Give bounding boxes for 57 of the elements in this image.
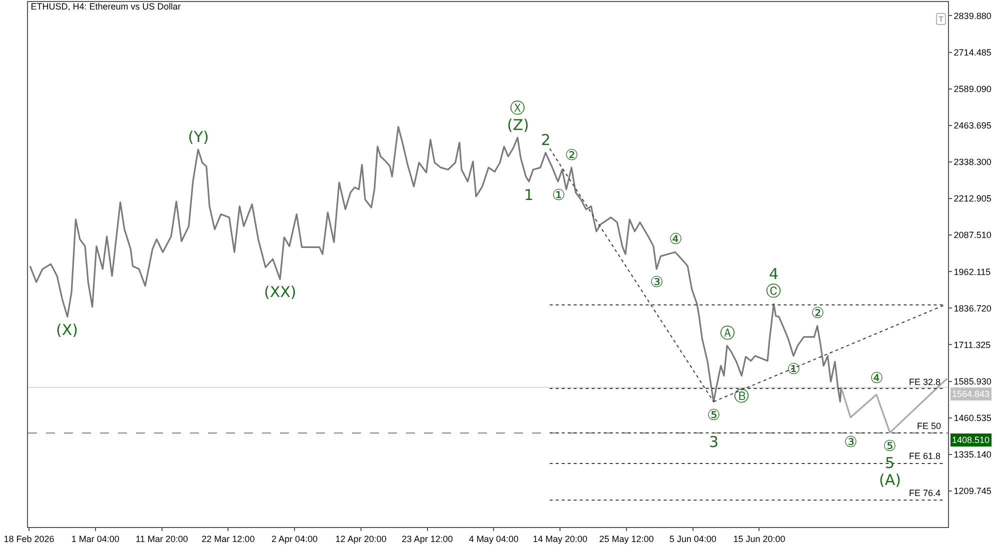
y-tick-label: 1585.930 xyxy=(954,376,992,386)
annotation: ④ xyxy=(870,369,884,387)
annotation: 1 xyxy=(524,186,534,204)
annotation: 4 xyxy=(769,265,779,283)
series-label: FE 32.8 xyxy=(909,377,941,387)
y-tick-label: 1209.745 xyxy=(954,486,992,496)
annotation: Ⓑ xyxy=(734,387,749,405)
chart-title: ETHUSD, H4: Ethereum vs US Dollar xyxy=(30,1,181,12)
x-tick-label: 5 Jun 04:00 xyxy=(669,534,716,544)
annotation: 3 xyxy=(709,433,719,451)
x-tick-label: 23 Apr 12:00 xyxy=(402,534,453,544)
series-label: FE 61.8 xyxy=(909,451,941,461)
series-label: FE 50 xyxy=(917,421,942,431)
y-tick-label: 1711.325 xyxy=(954,340,991,350)
annotation: (A) xyxy=(879,471,901,489)
y-tick-label: 1460.535 xyxy=(954,412,992,423)
y-tick-label: 2212.905 xyxy=(954,194,992,204)
annotation: Ⓧ xyxy=(510,99,525,117)
annotation: ⑤ xyxy=(707,406,720,424)
annotation: ② xyxy=(565,146,578,164)
annotation: ④ xyxy=(669,230,682,248)
x-tick-label: 25 May 12:00 xyxy=(599,534,654,544)
y-tick-label: 2463.695 xyxy=(954,120,992,131)
y-tick-label: 2087.510 xyxy=(954,230,992,240)
x-tick-label: 14 May 20:00 xyxy=(532,534,588,544)
annotation: ③ xyxy=(650,273,664,291)
x-tick-label: 22 Mar 12:00 xyxy=(202,534,255,544)
y-tick-label: 2839.880 xyxy=(954,10,992,21)
ref-line-label: 1408.510 xyxy=(952,435,990,445)
annotation: 2 xyxy=(541,131,551,149)
annotation: ② xyxy=(811,304,824,322)
annotation: ① xyxy=(552,186,566,204)
annotation: Ⓐ xyxy=(720,324,735,342)
x-tick-label: 11 Mar 20:00 xyxy=(136,534,188,544)
x-tick-label: 18 Feb 2026 xyxy=(4,534,54,544)
annotation: (X) xyxy=(56,321,78,339)
annotation: ⑤ xyxy=(883,437,896,455)
annotation: (Z) xyxy=(507,116,529,134)
annotation: ① xyxy=(787,360,800,378)
annotation: (XX) xyxy=(264,283,296,301)
x-tick-label: 15 Jun 20:00 xyxy=(733,534,786,544)
x-tick-label: 2 Apr 04:00 xyxy=(272,534,318,544)
annotation: Ⓒ xyxy=(766,282,781,300)
x-tick-label: 1 Mar 04:00 xyxy=(71,534,120,544)
y-tick-label: 1836.720 xyxy=(954,303,992,314)
x-tick-label: 4 May 04:00 xyxy=(468,534,518,544)
annotation: 5 xyxy=(885,454,895,472)
y-tick-label: 2714.485 xyxy=(954,47,992,58)
x-tick-label: 12 Apr 20:00 xyxy=(335,534,386,544)
series-label: FE 76.4 xyxy=(909,488,941,498)
ref-line-label: 1564.843 xyxy=(952,389,990,399)
y-tick-label: 2589.090 xyxy=(954,84,992,94)
y-tick-label: 1962.115 xyxy=(954,266,991,277)
y-tick-label: 1335.140 xyxy=(954,450,992,460)
y-tick-label: 2338.300 xyxy=(954,157,992,168)
annotation: (Y) xyxy=(188,128,209,146)
annotation: ③ xyxy=(844,433,858,451)
